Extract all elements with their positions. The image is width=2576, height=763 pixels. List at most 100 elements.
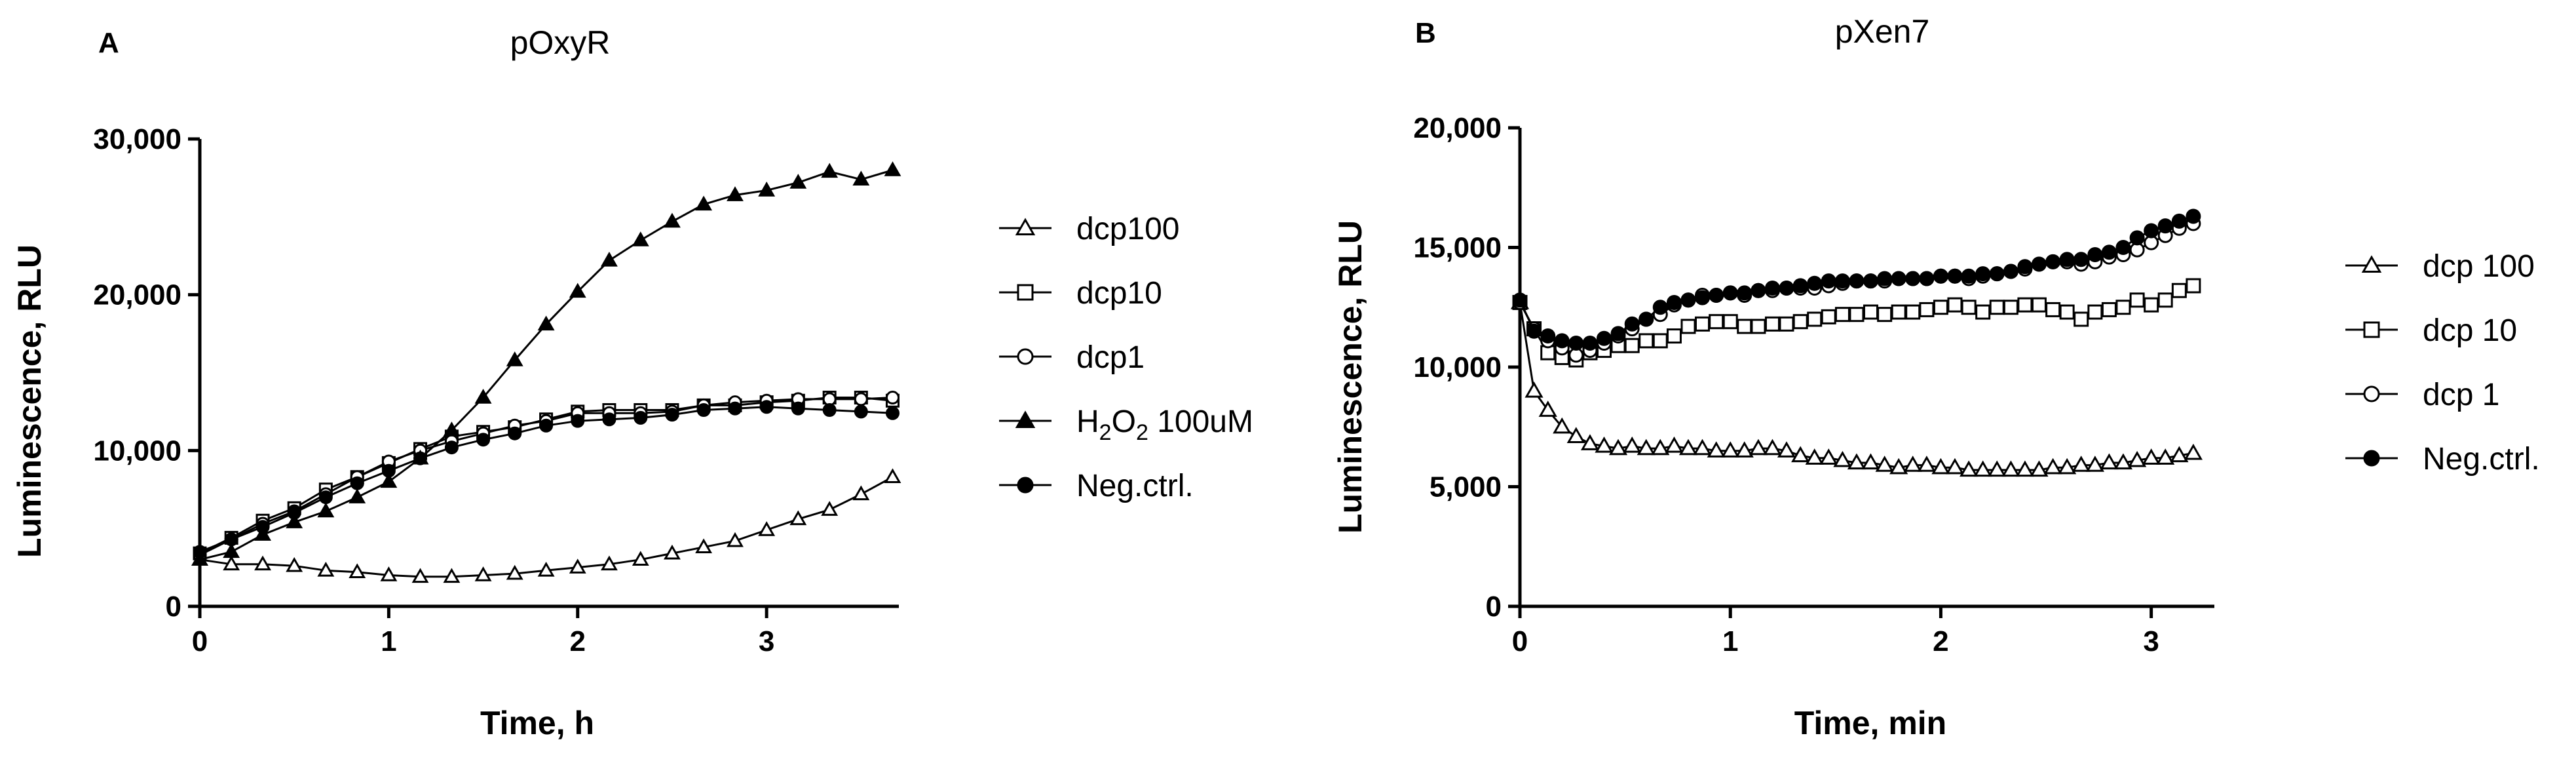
data-point — [884, 161, 901, 176]
legend-label: Neg.ctrl. — [1076, 469, 1194, 503]
data-point — [1737, 319, 1752, 334]
data-point — [2170, 446, 2189, 463]
panel-letter-a: A — [98, 27, 119, 59]
data-point — [2115, 240, 2131, 255]
data-point — [474, 389, 492, 404]
data-point — [602, 412, 616, 427]
data-point — [1931, 458, 1950, 475]
data-point — [1833, 450, 1852, 467]
data-point — [539, 418, 554, 433]
x-tick-label-b: 2 — [1933, 625, 1948, 657]
data-point — [1751, 283, 1766, 298]
data-point — [2186, 278, 2201, 294]
legend-marker — [1017, 477, 1034, 494]
x-tick-label-b: 1 — [1722, 625, 1738, 657]
data-point — [727, 532, 744, 547]
series-line — [199, 476, 894, 578]
data-point — [789, 174, 807, 189]
y-tick-label-b: 10,000 — [1413, 351, 1502, 383]
legend-marker — [2363, 385, 2380, 402]
data-point — [1875, 456, 1894, 472]
data-point — [1709, 288, 1724, 303]
legend-label: H2O2 100uM — [1076, 404, 1253, 445]
data-point — [759, 400, 774, 414]
data-point — [1975, 266, 1991, 282]
data-point — [1637, 439, 1656, 456]
data-point — [1877, 271, 1893, 286]
data-point — [2101, 302, 2117, 317]
data-point — [2184, 443, 2203, 460]
data-point — [854, 404, 868, 419]
data-point — [1933, 300, 1948, 315]
data-point — [1763, 439, 1782, 456]
legend-marker — [2363, 321, 2380, 338]
legend-item-a-2: dcp10 — [999, 276, 1162, 311]
data-point — [2087, 304, 2103, 320]
data-point — [1652, 333, 1668, 349]
data-point — [1624, 316, 1640, 332]
data-point — [1666, 294, 1682, 310]
y-tick-label-a: 10,000 — [93, 435, 181, 467]
data-point — [664, 212, 681, 228]
legend-marker — [1015, 218, 1036, 235]
data-point — [600, 555, 618, 571]
data-point — [695, 538, 713, 553]
data-point — [1722, 285, 1738, 301]
y-tick-label-b: 0 — [1486, 591, 1502, 623]
data-point — [1961, 300, 1977, 315]
data-point — [2059, 252, 2075, 267]
data-point — [1525, 381, 1544, 398]
data-point — [1722, 314, 1738, 330]
data-point — [1973, 460, 1992, 477]
data-point — [1623, 436, 1642, 453]
data-point — [2142, 448, 2161, 465]
data-point — [1919, 271, 1935, 286]
data-point — [443, 568, 461, 583]
legend-item-b-3: dcp 1 — [2345, 378, 2499, 412]
legend-marker — [1017, 348, 1034, 365]
data-point — [1947, 268, 1963, 284]
data-point — [223, 555, 240, 571]
data-point — [1721, 441, 1740, 458]
data-point — [1792, 314, 1808, 330]
data-point — [2171, 283, 2187, 298]
data-point — [349, 488, 366, 503]
data-point — [1624, 338, 1640, 353]
data-point — [1891, 304, 1906, 320]
data-point — [1960, 460, 1979, 477]
data-point — [1863, 273, 1878, 289]
data-point — [2113, 453, 2132, 470]
x-tick-label-b: 0 — [1512, 625, 1528, 657]
data-point — [1834, 273, 1850, 289]
legend-item-b-4: Neg.ctrl. — [2345, 442, 2540, 477]
x-axis-label-b: Time, min — [1794, 705, 1946, 741]
data-point — [2045, 302, 2061, 317]
data-point — [569, 283, 586, 298]
data-point — [1905, 271, 1921, 286]
data-point — [1666, 328, 1682, 344]
data-point — [789, 510, 807, 526]
data-point — [1680, 319, 1696, 334]
data-point — [1779, 316, 1794, 332]
data-point — [1989, 266, 2005, 282]
data-point — [443, 421, 461, 437]
data-point — [1834, 307, 1850, 323]
data-point — [1751, 319, 1766, 334]
data-point — [854, 392, 868, 406]
x-tick-label-a: 1 — [381, 625, 396, 657]
data-point — [317, 561, 335, 577]
y-tick-label-a: 0 — [166, 591, 181, 623]
data-point — [254, 555, 271, 571]
data-point — [381, 463, 396, 478]
legend-marker — [1017, 284, 1034, 301]
data-point — [474, 566, 492, 581]
data-point — [1919, 302, 1935, 317]
data-point — [2058, 458, 2077, 475]
data-point — [411, 568, 429, 583]
series-a-5 — [193, 400, 900, 559]
data-point — [821, 501, 839, 516]
data-point — [2171, 213, 2187, 229]
data-point — [1512, 292, 1528, 308]
data-point — [1905, 304, 1921, 320]
data-point — [1651, 439, 1670, 456]
